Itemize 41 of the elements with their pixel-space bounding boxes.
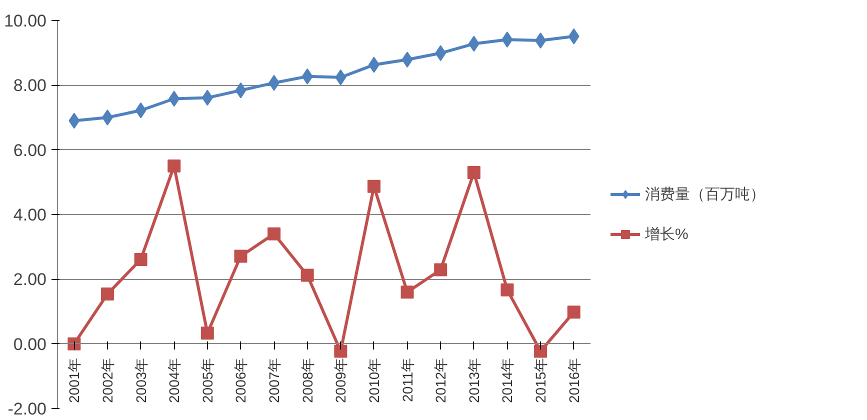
point xyxy=(467,166,480,179)
y-tick-label: 6.00 xyxy=(13,140,47,160)
point xyxy=(268,227,281,240)
point xyxy=(100,288,114,301)
point xyxy=(534,344,548,358)
y-tick-label: 4.00 xyxy=(13,206,47,224)
point xyxy=(434,263,448,276)
x-tick-label: 2002年 xyxy=(99,358,116,403)
x-tick-label: 2015年 xyxy=(532,358,549,403)
x-tick-label: 2007年 xyxy=(266,358,282,403)
point xyxy=(200,326,214,340)
point xyxy=(367,180,380,193)
x-tick-label: 2001年 xyxy=(66,358,82,403)
x-tick-label: 2014年 xyxy=(499,358,516,403)
point xyxy=(400,286,414,299)
x-tick-label: 2005年 xyxy=(199,358,216,403)
y-tick-label: 0.00 xyxy=(13,334,47,354)
x-tick-label: 2012年 xyxy=(432,358,449,403)
x-tick-label: 2016年 xyxy=(566,358,582,403)
x-tick-label: 2009年 xyxy=(332,358,349,403)
x-tick-label: 2011年 xyxy=(399,358,416,402)
x-tick-label: 2006年 xyxy=(232,358,249,403)
legend-label: 消费量（百万吨） xyxy=(645,184,765,204)
point xyxy=(234,250,248,263)
point xyxy=(334,344,348,358)
y-tick-label: 10.00 xyxy=(4,12,47,30)
x-tick-label: 2013年 xyxy=(466,358,482,403)
y-tick-label: 2.00 xyxy=(13,270,47,290)
point xyxy=(500,283,514,296)
point xyxy=(102,110,113,126)
x-tick-label: 2010年 xyxy=(366,358,382,403)
y-tick-label: -2.00 xyxy=(8,400,46,418)
x-tick-label: 2004年 xyxy=(166,358,182,403)
x-tick-label: 2008年 xyxy=(299,358,316,403)
point xyxy=(168,160,181,172)
x-tick-label: 2003年 xyxy=(132,358,149,403)
legend-label: 增长% xyxy=(645,224,688,244)
point xyxy=(134,252,148,266)
point xyxy=(300,268,314,282)
y-tick-label: 8.00 xyxy=(13,76,47,96)
point xyxy=(567,306,580,319)
